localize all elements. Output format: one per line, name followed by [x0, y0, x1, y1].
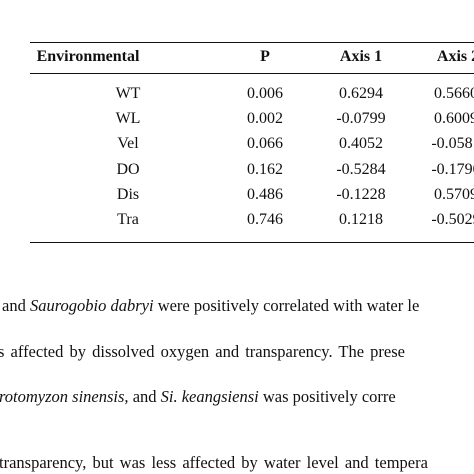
table-cell: 0.486	[247, 185, 283, 203]
column-header: P	[260, 48, 270, 65]
column-header: Environmental	[36, 48, 140, 65]
table-cell: -0.5284	[336, 160, 386, 178]
column-header: Axis 2	[436, 48, 474, 65]
species-name: Saurogobio dabryi	[29, 296, 154, 315]
table-cell: 0.066	[247, 135, 283, 153]
text: and	[2, 296, 30, 315]
table-cell: 0.746	[247, 211, 283, 228]
row-label: WL	[115, 110, 141, 128]
table-cell: 0.6294	[339, 85, 383, 102]
table-cell: 0.1218	[339, 211, 383, 228]
column-header: Axis 1	[339, 48, 383, 65]
text-line: transparency, but was less affected by w…	[0, 453, 428, 473]
species-name: Si. keangsiensi	[160, 387, 259, 406]
text: was positively corre	[258, 387, 396, 406]
text-line: s affected by dissolved oxygen and trans…	[0, 342, 405, 362]
text: transparency, but was less affected by w…	[0, 453, 428, 472]
row-label: Dis	[116, 185, 140, 203]
text: s affected by dissolved oxygen and trans…	[0, 342, 405, 361]
species-name: rotomyzon sinensis,	[0, 387, 129, 406]
table-cell: 0.5709	[434, 185, 474, 203]
table-cell: -0.0799	[336, 110, 386, 128]
table-header-rule	[30, 73, 474, 74]
text: were positively correlated with water le	[153, 296, 420, 315]
table-cell: 0.5660	[434, 85, 474, 102]
table-cell: 0.162	[247, 160, 283, 178]
table-bottom-rule	[30, 242, 474, 243]
table-cell: 0.006	[247, 85, 283, 102]
table-cell: 0.4052	[339, 135, 383, 153]
table-cell: 0.6009	[434, 110, 474, 128]
table-top-rule	[30, 42, 474, 43]
table-cell: -0.1228	[336, 185, 386, 203]
table-cell: -0.1790	[431, 160, 474, 178]
text-line: and Saurogobio dabryi were positively co…	[2, 296, 419, 316]
text: and	[128, 387, 161, 406]
row-label: Vel	[117, 135, 139, 153]
table-cell: -0.0581	[431, 135, 474, 153]
table-cell: -0.5029	[431, 211, 474, 228]
row-label: Tra	[117, 211, 139, 228]
row-label: DO	[116, 160, 140, 178]
table-cell: 0.002	[247, 110, 283, 128]
text-line: rotomyzon sinensis, and Si. keangsiensi …	[0, 387, 396, 407]
row-label: WT	[115, 85, 141, 102]
